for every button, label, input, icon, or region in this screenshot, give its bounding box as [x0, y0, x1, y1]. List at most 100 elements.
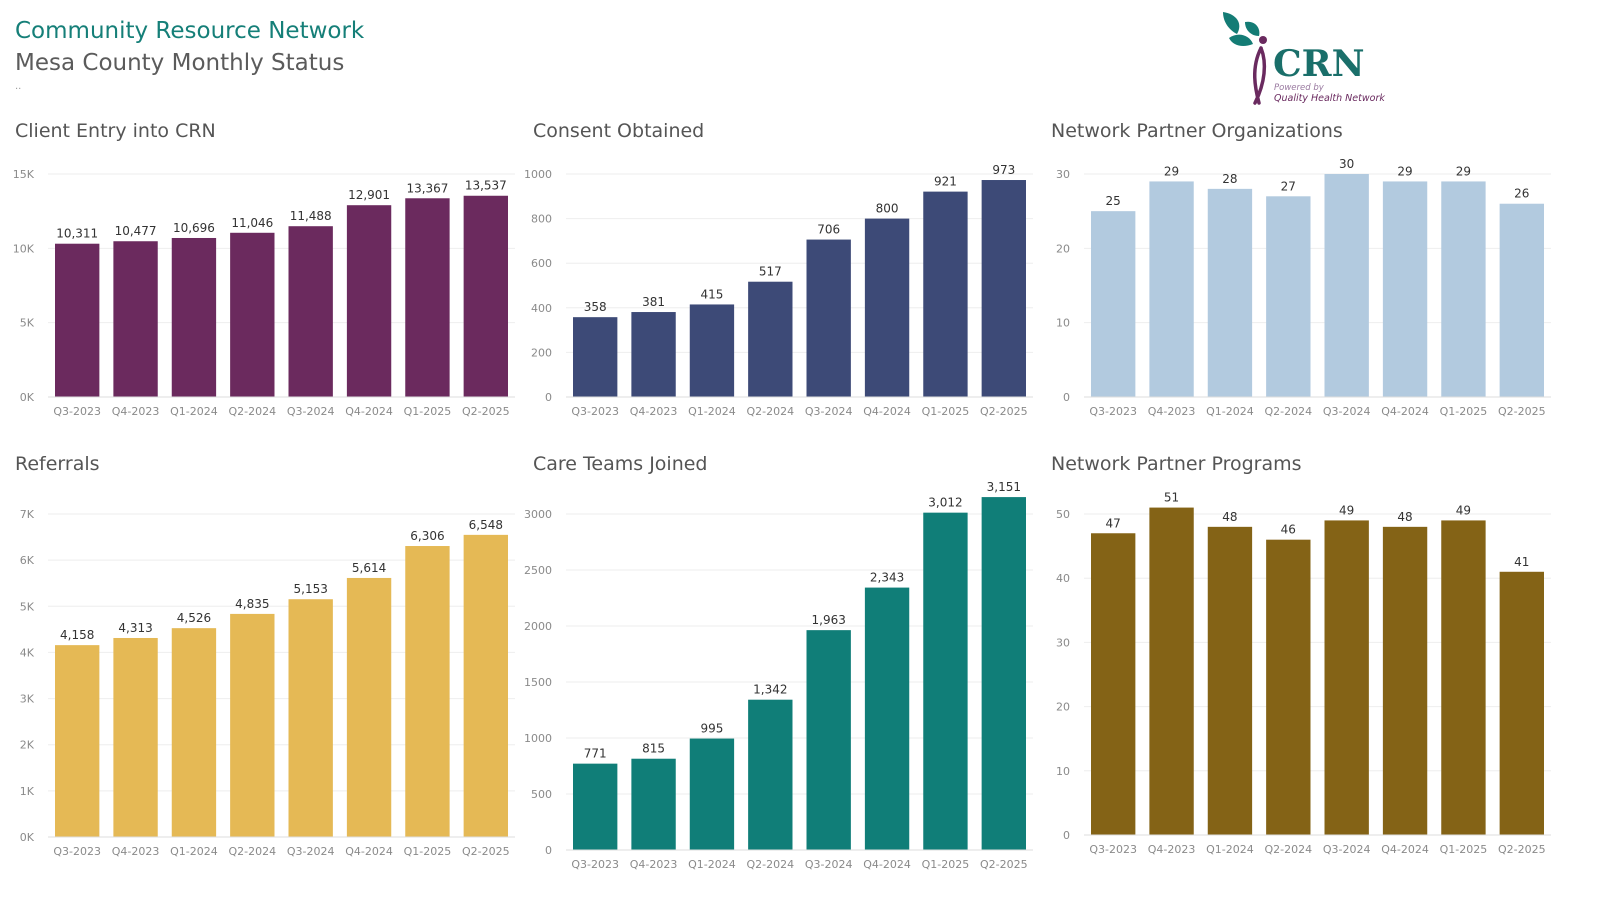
x-tick-label: Q2-2025 [1498, 843, 1546, 856]
data-label: 29 [1456, 164, 1471, 178]
data-label: 46 [1281, 523, 1296, 537]
data-label: 47 [1106, 516, 1121, 530]
bar [1266, 539, 1311, 835]
bar [346, 205, 392, 397]
data-label: 800 [876, 202, 899, 216]
bar [1382, 526, 1428, 835]
data-label: 6,306 [410, 529, 444, 543]
x-tick-label: Q3-2024 [1323, 405, 1371, 418]
y-tick-label: 0 [1063, 829, 1070, 842]
data-label: 706 [817, 223, 840, 237]
x-tick-label: Q3-2024 [1323, 843, 1371, 856]
x-tick-label: Q1-2024 [688, 405, 736, 418]
x-tick-label: Q1-2025 [922, 858, 970, 871]
data-label: 51 [1164, 491, 1179, 505]
logo-network-name: Quality Health Network [1274, 93, 1385, 104]
bar [1149, 181, 1194, 397]
chart-panel-referrals: Referrals 0K 1K 2K 3K 4K 5K 6K 7K 4,158 Q3-2023 4,… [15, 453, 530, 873]
y-tick-label: 1K [20, 785, 35, 798]
data-label: 41 [1514, 555, 1529, 569]
y-tick-label: 500 [531, 788, 552, 801]
data-label: 10,696 [173, 221, 215, 235]
bar [981, 180, 1026, 397]
bar [573, 317, 618, 397]
data-label: 49 [1456, 503, 1471, 517]
bar [288, 599, 333, 837]
x-tick-label: Q3-2024 [287, 845, 335, 858]
x-tick-label: Q4-2023 [112, 845, 160, 858]
y-tick-label: 7K [20, 508, 35, 521]
data-label: 921 [934, 175, 957, 189]
y-tick-label: 3K [20, 693, 35, 706]
x-tick-label: Q4-2023 [630, 858, 678, 871]
crn-logo: CRN Powered by Quality Health Network [1223, 12, 1385, 105]
bar [113, 637, 158, 837]
logo-leaf-icon [1223, 12, 1240, 34]
bar [573, 763, 618, 850]
bar [923, 191, 968, 397]
chart-title: Network Partner Organizations [1051, 120, 1343, 142]
y-tick-label: 0K [20, 391, 35, 404]
bar [55, 645, 100, 837]
bar [405, 546, 450, 837]
bar [1091, 533, 1136, 835]
x-tick-label: Q1-2024 [1206, 843, 1254, 856]
x-tick-label: Q2-2024 [747, 405, 795, 418]
x-tick-label: Q3-2024 [805, 858, 853, 871]
x-tick-label: Q1-2025 [1440, 843, 1488, 856]
x-tick-label: Q4-2024 [863, 858, 911, 871]
bar [1441, 520, 1486, 835]
bar [1149, 507, 1194, 835]
header-dots: .. [15, 81, 22, 92]
x-tick-label: Q1-2025 [1440, 405, 1488, 418]
y-tick-label: 1000 [524, 732, 552, 745]
chart-panel-client-entry: Client Entry into CRN 0K 5K 10K 15K 10,311 Q3… [13, 120, 530, 440]
x-tick-label: Q3-2024 [287, 405, 335, 418]
y-tick-label: 1500 [524, 676, 552, 689]
bar [463, 534, 508, 837]
y-tick-label: 600 [531, 257, 552, 270]
y-tick-label: 30 [1056, 168, 1070, 181]
data-label: 2,343 [870, 571, 904, 585]
y-tick-label: 800 [531, 213, 552, 226]
data-label: 771 [584, 747, 607, 761]
y-tick-label: 15K [13, 168, 35, 181]
bar [346, 577, 392, 837]
y-tick-label: 5K [20, 600, 35, 613]
x-tick-label: Q2-2024 [1265, 843, 1313, 856]
dashboard-subtitle: Mesa County Monthly Status [15, 50, 345, 76]
bar [1324, 520, 1369, 835]
y-tick-label: 10 [1056, 765, 1070, 778]
data-label: 26 [1514, 187, 1529, 201]
data-label: 4,313 [118, 621, 152, 635]
logo-figure-icon [1253, 46, 1267, 105]
bar [1207, 526, 1253, 835]
bar [1324, 174, 1369, 397]
bar [864, 218, 910, 397]
data-label: 358 [584, 300, 607, 314]
logo-figure-head-icon [1259, 36, 1267, 44]
data-label: 13,367 [406, 181, 448, 195]
x-tick-label: Q2-2025 [462, 845, 510, 858]
x-tick-label: Q2-2024 [1265, 405, 1313, 418]
y-tick-label: 4K [20, 646, 35, 659]
bar [631, 312, 676, 397]
data-label: 10,311 [56, 227, 98, 241]
x-tick-label: Q3-2023 [53, 405, 101, 418]
chart-title: Client Entry into CRN [15, 120, 216, 142]
y-tick-label: 30 [1056, 636, 1070, 649]
chart-partner-programs: 0 10 20 30 40 50 47 Q3-2023 51 Q4-2023 48 Q1-2024 46… [1056, 491, 1551, 856]
bar [463, 195, 508, 397]
x-tick-label: Q4-2024 [1381, 843, 1429, 856]
x-tick-label: Q2-2025 [980, 405, 1028, 418]
chart-panel-consent-obtained: Consent Obtained 0 200 400 600 800 1000 358 Q3-… [524, 120, 1048, 440]
x-tick-label: Q2-2025 [462, 405, 510, 418]
data-label: 12,901 [348, 188, 390, 202]
y-tick-label: 1000 [524, 168, 552, 181]
y-tick-label: 0K [20, 831, 35, 844]
chart-referrals: 0K 1K 2K 3K 4K 5K 6K 7K 4,158 Q3-2023 4,313 Q4-2023… [20, 508, 515, 858]
bar [230, 613, 275, 837]
bar [1499, 203, 1544, 397]
bar [55, 243, 100, 397]
data-label: 995 [700, 722, 723, 736]
